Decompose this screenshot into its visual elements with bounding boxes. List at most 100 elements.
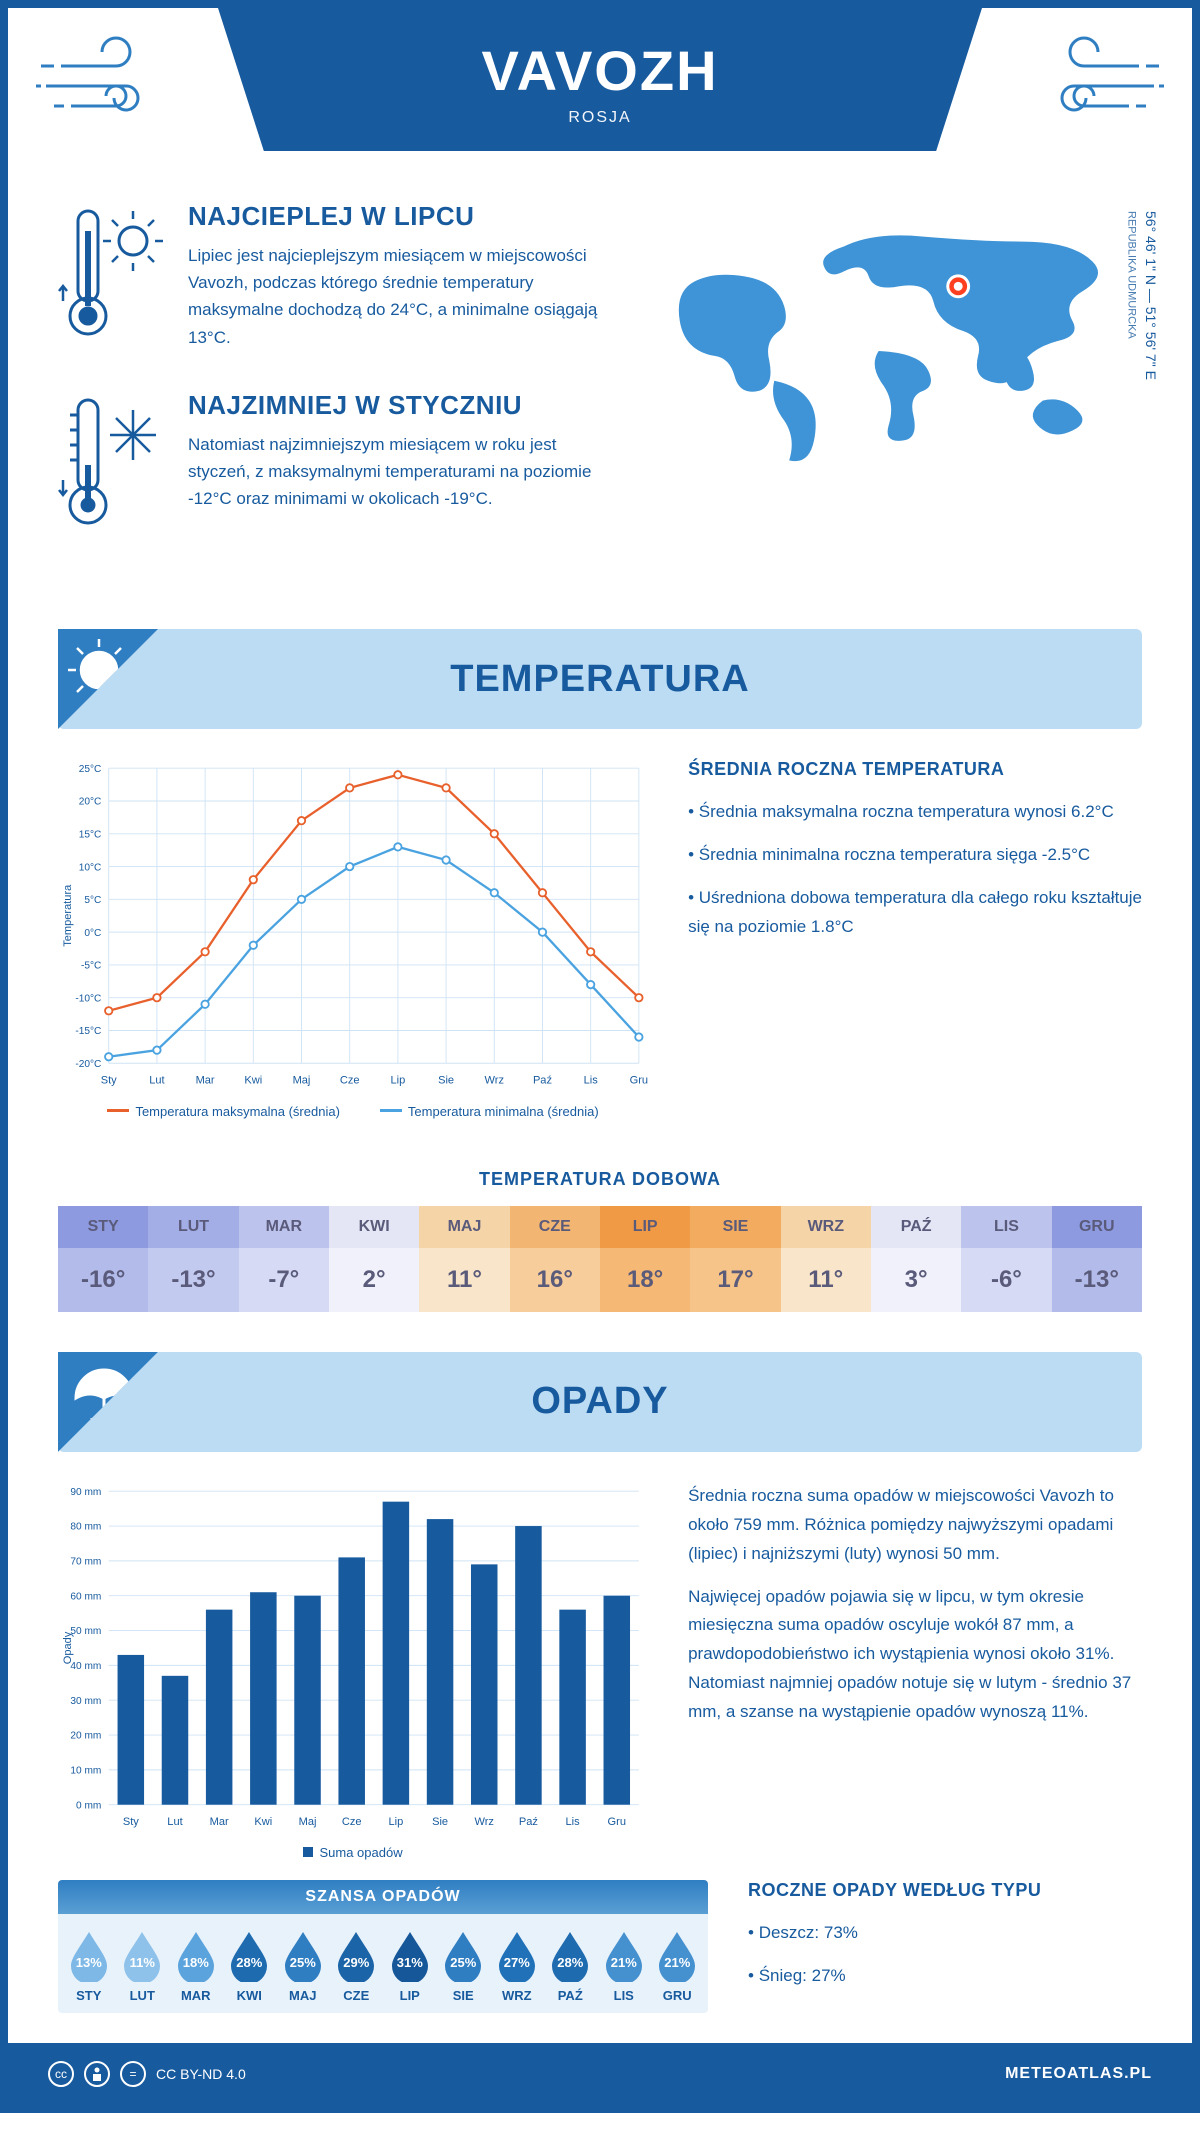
daily-temp-cell: MAJ 11°: [419, 1206, 509, 1312]
svg-text:25°C: 25°C: [79, 764, 102, 775]
svg-text:Kwi: Kwi: [244, 1075, 262, 1087]
precip-type-item: Deszcz: 73%: [748, 1919, 1142, 1948]
svg-text:30 mm: 30 mm: [70, 1696, 101, 1707]
chance-item: 21% GRU: [651, 1930, 705, 2003]
temperature-section-header: TEMPERATURA: [58, 629, 1142, 729]
license-text: CC BY-ND 4.0: [156, 2066, 246, 2082]
chance-of-precip-row: 13% STY 11% LUT 18% MAR: [58, 1914, 708, 2013]
svg-text:70 mm: 70 mm: [70, 1556, 101, 1567]
wind-icon: [36, 36, 176, 141]
svg-text:Mar: Mar: [196, 1075, 215, 1087]
chance-title: SZANSA OPADÓW: [58, 1880, 708, 1914]
chance-item: 11% LUT: [116, 1930, 170, 2003]
svg-text:Opady: Opady: [62, 1631, 74, 1664]
coldest-title: NAJZIMNIEJ W STYCZNIU: [188, 390, 605, 421]
precip-type-item: Śnieg: 27%: [748, 1962, 1142, 1991]
svg-text:-5°C: -5°C: [81, 961, 101, 972]
chance-item: 13% STY: [62, 1930, 116, 2003]
svg-text:10 mm: 10 mm: [70, 1765, 101, 1776]
chance-item: 28% PAŹ: [544, 1930, 598, 2003]
coldest-text: Natomiast najzimniejszym miesiącem w rok…: [188, 431, 605, 513]
svg-text:Lut: Lut: [167, 1816, 182, 1828]
umbrella-icon: [58, 1352, 158, 1452]
chance-item: 27% WRZ: [490, 1930, 544, 2003]
svg-text:0°C: 0°C: [84, 928, 101, 939]
footer: cc = CC BY-ND 4.0 METEOATLAS.PL: [8, 2043, 1192, 2105]
svg-text:Lis: Lis: [566, 1816, 581, 1828]
svg-text:Sty: Sty: [123, 1816, 139, 1828]
svg-text:Wrz: Wrz: [475, 1816, 494, 1828]
svg-text:20°C: 20°C: [79, 797, 102, 808]
svg-text:Mar: Mar: [210, 1816, 229, 1828]
svg-text:50 mm: 50 mm: [70, 1626, 101, 1637]
daily-temp-table: STY -16° LUT -13° MAR -7° KWI 2° MAJ 11°…: [58, 1206, 1142, 1312]
license-badges: cc = CC BY-ND 4.0: [48, 2061, 246, 2087]
svg-text:15°C: 15°C: [79, 829, 102, 840]
warmest-title: NAJCIEPLEJ W LIPCU: [188, 201, 605, 232]
svg-text:80 mm: 80 mm: [70, 1522, 101, 1533]
precip-para: Najwięcej opadów pojawia się w lipcu, w …: [688, 1583, 1142, 1727]
daily-temp-cell: PAŹ 3°: [871, 1206, 961, 1312]
svg-text:Lip: Lip: [389, 1816, 404, 1828]
header-banner: VAVOZH ROSJA: [218, 8, 982, 151]
warmest-fact: NAJCIEPLEJ W LIPCU Lipiec jest najcieple…: [58, 201, 605, 356]
svg-text:Maj: Maj: [293, 1075, 311, 1087]
svg-text:Paź: Paź: [519, 1816, 538, 1828]
precipitation-bar-chart: 0 mm10 mm20 mm30 mm40 mm50 mm60 mm70 mm8…: [58, 1482, 648, 1832]
coordinates: 56° 46' 1" N — 51° 56' 7" E REPUBLIKA UD…: [1121, 211, 1160, 380]
warmest-text: Lipiec jest najcieplejszym miesiącem w m…: [188, 242, 605, 351]
coldest-fact: NAJZIMNIEJ W STYCZNIU Natomiast najzimni…: [58, 390, 605, 545]
chance-item: 18% MAR: [169, 1930, 223, 2003]
precip-type-title: ROCZNE OPADY WEDŁUG TYPU: [748, 1880, 1142, 1901]
svg-text:Wrz: Wrz: [485, 1075, 504, 1087]
thermometer-sun-icon: [58, 201, 168, 356]
temp-chart-legend: Temperatura maksymalna (średnia) Tempera…: [58, 1104, 648, 1119]
country-subtitle: ROSJA: [218, 109, 982, 127]
by-icon: [84, 2061, 110, 2087]
svg-text:60 mm: 60 mm: [70, 1591, 101, 1602]
brand-name: METEOATLAS.PL: [1005, 2065, 1152, 2083]
svg-text:Cze: Cze: [340, 1075, 360, 1087]
chance-item: 31% LIP: [383, 1930, 437, 2003]
city-title: VAVOZH: [218, 38, 982, 103]
svg-text:Sie: Sie: [432, 1816, 448, 1828]
svg-text:Sty: Sty: [101, 1075, 117, 1087]
svg-text:-20°C: -20°C: [75, 1059, 101, 1070]
chance-item: 25% MAJ: [276, 1930, 330, 2003]
thermometer-snow-icon: [58, 390, 168, 545]
daily-temp-cell: GRU -13°: [1052, 1206, 1142, 1312]
svg-text:Temperatura: Temperatura: [62, 884, 74, 947]
world-map-icon: [645, 201, 1142, 481]
temperature-line-chart: -20°C-15°C-10°C-5°C0°C5°C10°C15°C20°C25°…: [58, 759, 648, 1091]
svg-text:Paź: Paź: [533, 1075, 552, 1087]
svg-text:Lut: Lut: [149, 1075, 164, 1087]
precip-para: Średnia roczna suma opadów w miejscowośc…: [688, 1482, 1142, 1569]
section-title: OPADY: [531, 1380, 668, 1423]
svg-text:Maj: Maj: [299, 1816, 317, 1828]
svg-text:Gru: Gru: [608, 1816, 626, 1828]
daily-temp-cell: KWI 2°: [329, 1206, 419, 1312]
daily-temp-cell: CZE 16°: [510, 1206, 600, 1312]
daily-temp-cell: WRZ 11°: [781, 1206, 871, 1312]
temp-bullet: Uśredniona dobowa temperatura dla całego…: [688, 884, 1142, 942]
svg-text:Lis: Lis: [584, 1075, 599, 1087]
cc-icon: cc: [48, 2061, 74, 2087]
chance-item: 29% CZE: [330, 1930, 384, 2003]
svg-text:40 mm: 40 mm: [70, 1661, 101, 1672]
daily-temp-cell: STY -16°: [58, 1206, 148, 1312]
temp-bullet: Średnia minimalna roczna temperatura się…: [688, 841, 1142, 870]
svg-text:90 mm: 90 mm: [70, 1487, 101, 1498]
svg-text:20 mm: 20 mm: [70, 1731, 101, 1742]
nd-icon: =: [120, 2061, 146, 2087]
temp-side-title: ŚREDNIA ROCZNA TEMPERATURA: [688, 759, 1142, 780]
daily-temp-cell: LUT -13°: [148, 1206, 238, 1312]
section-title: TEMPERATURA: [450, 658, 750, 701]
svg-text:Kwi: Kwi: [254, 1816, 272, 1828]
svg-text:-10°C: -10°C: [75, 993, 101, 1004]
daily-temp-cell: LIP 18°: [600, 1206, 690, 1312]
temp-bullet: Średnia maksymalna roczna temperatura wy…: [688, 798, 1142, 827]
precip-chart-legend: Suma opadów: [58, 1845, 648, 1860]
svg-text:Cze: Cze: [342, 1816, 362, 1828]
chance-item: 28% KWI: [223, 1930, 277, 2003]
svg-text:Lip: Lip: [391, 1075, 406, 1087]
